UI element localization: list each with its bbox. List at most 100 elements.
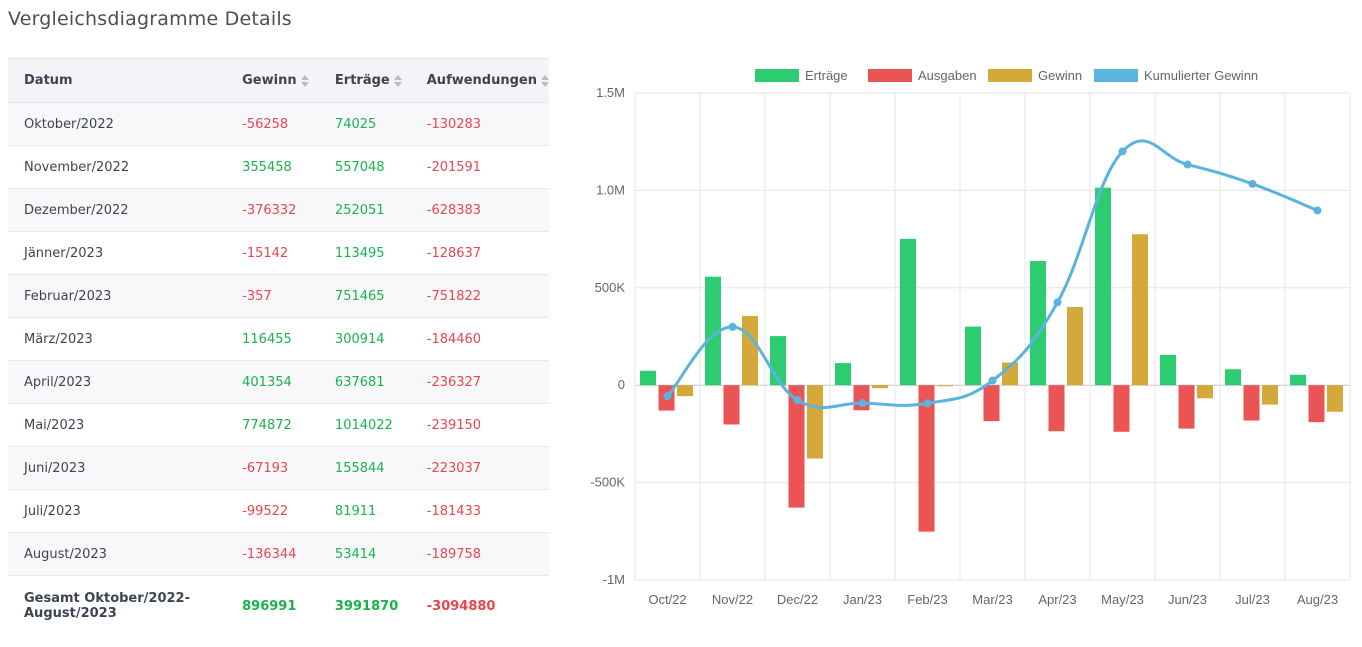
bar-ertr-ge <box>900 238 916 386</box>
cell-datum: Februar/2023 <box>8 274 227 318</box>
line-point <box>1248 179 1257 188</box>
bar-ertr-ge <box>835 363 851 386</box>
line-kumulierter-gewinn <box>666 139 1319 410</box>
legend-swatch[interactable] <box>868 69 912 82</box>
bar-gewinn <box>1067 307 1083 386</box>
bar-gewinn <box>677 385 693 397</box>
cell-gewinn: 355458 <box>226 145 319 189</box>
x-tick-label: Jun/23 <box>1168 592 1207 607</box>
bar-gewinn <box>1197 385 1213 399</box>
x-tick-label: Jan/23 <box>843 592 882 607</box>
cell-gewinn: 774872 <box>226 403 319 447</box>
cell-gewinn: 116455 <box>226 317 319 361</box>
bar-ertr-ge <box>1030 260 1046 386</box>
x-tick-label: Aug/23 <box>1297 592 1338 607</box>
legend-label[interactable]: Ausgaben <box>918 68 977 83</box>
comparison-chart: 1.5M 1.0M 500K 0 -500K -1M Oct/22 Nov/22 Dec/22 J… <box>590 68 1351 607</box>
line-point <box>858 399 867 408</box>
cell-datum: Juni/2023 <box>8 446 227 490</box>
bar-gewinn <box>1132 234 1148 386</box>
bar-ausgaben <box>1308 385 1325 423</box>
y-tick-label: -1M <box>603 572 625 587</box>
details-table: Datum Gewinn Erträge Aufwendungen Oktobe… <box>8 58 549 636</box>
bar-ausgaben <box>1113 385 1130 432</box>
cell-aufwendungen: -128637 <box>410 231 549 275</box>
table-row: Juni/2023 -67193 155844 -223037 <box>8 446 549 490</box>
cell-aufwendungen: -223037 <box>410 446 549 490</box>
x-tick-label: Mar/23 <box>972 592 1012 607</box>
cell-ertraege: 1014022 <box>318 403 411 447</box>
cell-gewinn: -136344 <box>226 532 319 576</box>
cell-gewinn: -357 <box>226 274 319 318</box>
y-tick-label: 1.5M <box>596 85 625 100</box>
table-row: März/2023 116455 300914 -184460 <box>8 317 549 361</box>
bar-gewinn <box>872 385 888 389</box>
bar-gewinn <box>937 385 953 387</box>
bar-ertr-ge <box>965 326 981 386</box>
column-header-ertraege[interactable]: Erträge <box>318 58 411 103</box>
table-header-row: Datum Gewinn Erträge Aufwendungen <box>8 58 549 103</box>
bar-ertr-ge <box>1160 354 1176 386</box>
cell-ertraege: 74025 <box>318 102 411 146</box>
legend-label[interactable]: Erträge <box>805 68 848 83</box>
sort-icon[interactable] <box>393 74 402 87</box>
bar-gewinn <box>1327 385 1343 412</box>
y-tick-label: -500K <box>590 475 625 490</box>
bar-ertr-ge <box>705 276 721 386</box>
x-tick-label: Jul/23 <box>1235 592 1270 607</box>
cell-ertraege: 155844 <box>318 446 411 490</box>
cell-ertraege: 113495 <box>318 231 411 275</box>
line-point <box>793 396 802 405</box>
bar-ausgaben <box>918 385 935 532</box>
x-tick-label: Feb/23 <box>907 592 947 607</box>
cell-datum: Oktober/2022 <box>8 102 227 146</box>
line-point <box>988 376 997 385</box>
cell-aufwendungen: -189758 <box>410 532 549 576</box>
table-row: Oktober/2022 -56258 74025 -130283 <box>8 102 549 146</box>
column-header-datum[interactable]: Datum <box>8 58 227 103</box>
sort-icon[interactable] <box>300 74 309 87</box>
line-point <box>663 392 672 401</box>
legend-label[interactable]: Kumulierter Gewinn <box>1144 68 1258 83</box>
cell-datum: Jänner/2023 <box>8 231 227 275</box>
sort-icon[interactable] <box>541 74 549 87</box>
bar-ertr-ge <box>1225 369 1241 386</box>
y-tick-label: 1.0M <box>596 182 625 197</box>
bar-ertr-ge <box>1095 187 1111 386</box>
cell-datum: November/2022 <box>8 145 227 189</box>
cell-ertraege: 300914 <box>318 317 411 361</box>
total-ertraege: 3991870 <box>318 575 411 636</box>
cell-aufwendungen: -130283 <box>410 102 549 146</box>
bar-ausgaben <box>1178 385 1195 429</box>
cell-gewinn: -99522 <box>226 489 319 533</box>
column-header-label: Erträge <box>334 73 390 88</box>
bar-ertr-ge <box>640 370 656 386</box>
column-header-label: Aufwendungen <box>426 73 537 88</box>
cell-ertraege: 557048 <box>318 145 411 189</box>
x-tick-label: May/23 <box>1101 592 1144 607</box>
bar-ertr-ge <box>1290 374 1306 386</box>
cell-gewinn: 401354 <box>226 360 319 404</box>
cell-gewinn: -376332 <box>226 188 319 232</box>
table-row: Dezember/2022 -376332 252051 -628383 <box>8 188 549 232</box>
legend-swatch[interactable] <box>988 69 1032 82</box>
y-tick-label: 500K <box>595 280 626 295</box>
bar-gewinn <box>1262 385 1278 405</box>
cell-ertraege: 637681 <box>318 360 411 404</box>
table-row: April/2023 401354 637681 -236327 <box>8 360 549 404</box>
legend-swatch[interactable] <box>755 69 799 82</box>
table-row: Mai/2023 774872 1014022 -239150 <box>8 403 549 447</box>
column-header-gewinn[interactable]: Gewinn <box>226 58 319 103</box>
legend-label[interactable]: Gewinn <box>1038 68 1082 83</box>
y-tick-label: 0 <box>618 377 625 392</box>
column-header-aufwendungen[interactable]: Aufwendungen <box>410 58 549 103</box>
cell-datum: April/2023 <box>8 360 227 404</box>
x-tick-label: Oct/22 <box>648 592 686 607</box>
line-point <box>1313 206 1322 215</box>
total-gewinn: 896991 <box>226 575 319 636</box>
cell-aufwendungen: -628383 <box>410 188 549 232</box>
bar-ausgaben <box>983 385 1000 422</box>
bar-ausgaben <box>1243 385 1260 421</box>
legend-swatch[interactable] <box>1094 69 1138 82</box>
table-row: November/2022 355458 557048 -201591 <box>8 145 549 189</box>
